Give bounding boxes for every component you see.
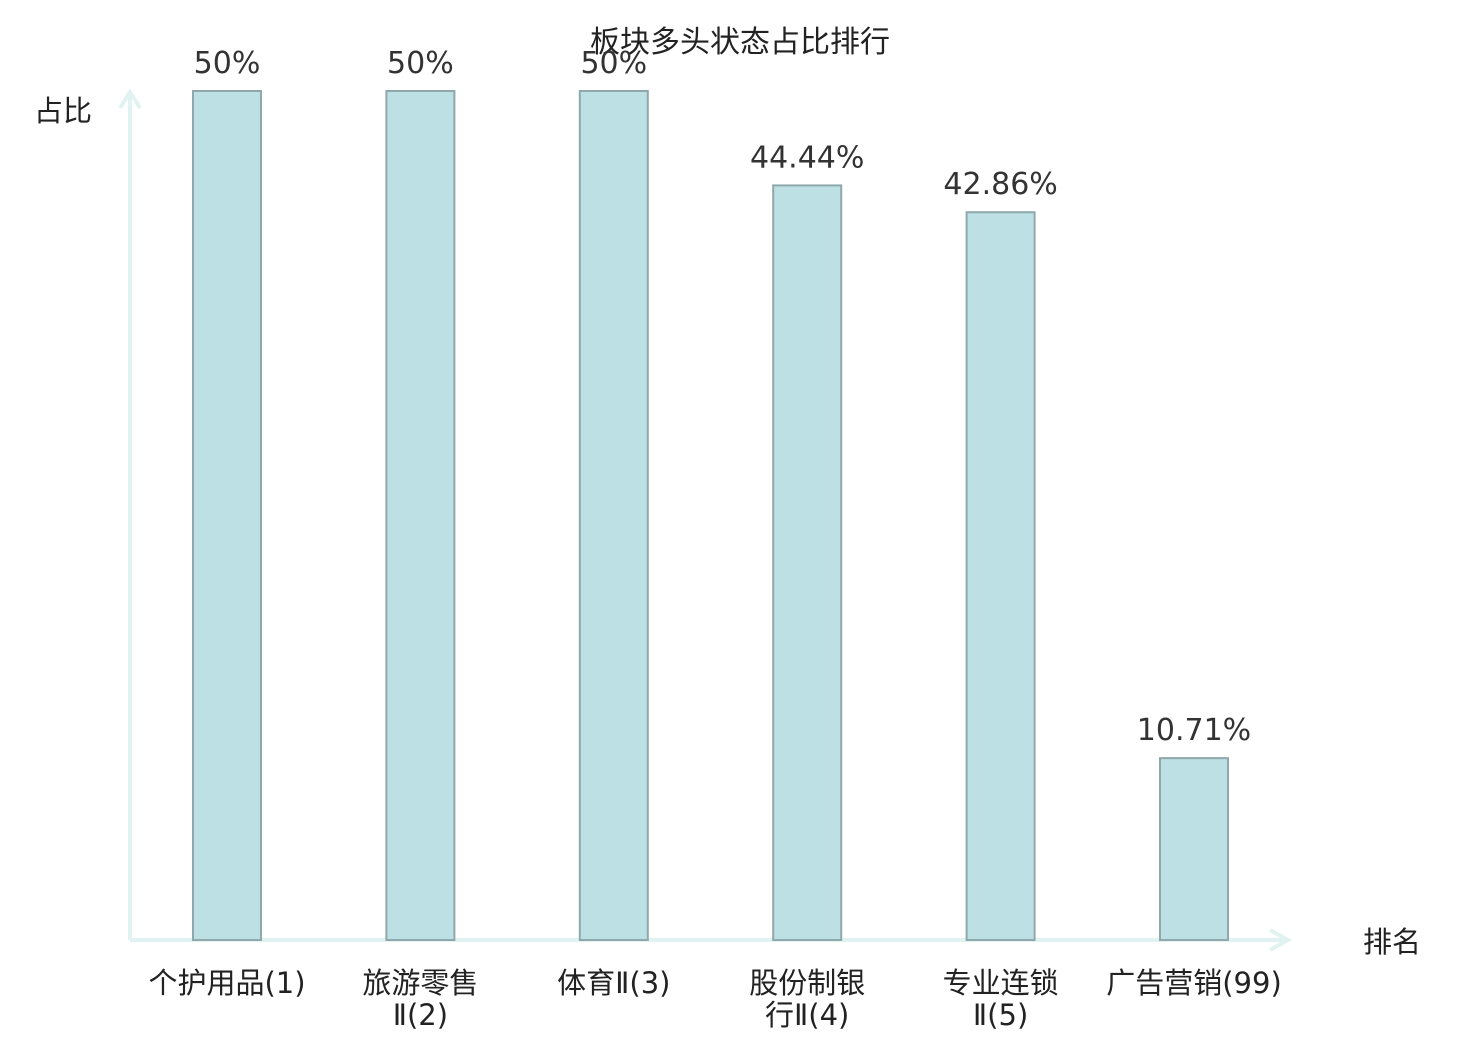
x-tick-label: 广告营销(99) <box>1106 966 1282 1000</box>
bar <box>965 211 1036 942</box>
bar-value-label: 42.86% <box>943 167 1057 202</box>
y-axis-label: 占比 <box>34 94 92 128</box>
x-tick-label: 专业连锁 Ⅱ(5) <box>943 966 1059 1032</box>
x-tick-label: 个护用品(1) <box>148 966 305 1000</box>
x-axis-label: 排名 <box>1363 925 1421 959</box>
bar <box>192 90 262 941</box>
value-labels-group: 50% 50% 50% 44.44% 42.86% 10.71% <box>194 46 1252 748</box>
bar-value-label: 50% <box>387 46 454 81</box>
chart-title: 板块多头状态占比排行 <box>590 25 890 60</box>
bar-value-label: 50% <box>580 46 647 81</box>
bar-value-label: 50% <box>194 46 261 81</box>
bars-group <box>192 90 1229 942</box>
x-tick-label: 体育Ⅱ(3) <box>557 966 670 1000</box>
bar-value-label: 44.44% <box>750 140 864 175</box>
bar <box>578 90 649 941</box>
bar <box>385 90 456 941</box>
x-tick-label: 股份制银行Ⅱ(4) <box>749 966 865 1032</box>
x-tick-label: 旅游零售 Ⅱ(2) <box>362 966 478 1032</box>
bar-value-label: 10.71% <box>1137 713 1251 748</box>
x-axis <box>130 928 1293 952</box>
y-axis <box>118 88 142 940</box>
x-tick-labels-group: 个护用品(1) 旅游零售 Ⅱ(2) 体育Ⅱ(3) 股份制银行Ⅱ(4) 专业连锁 Ⅱ(5) 广告… <box>148 966 1281 1032</box>
bar <box>1159 757 1229 942</box>
bar <box>772 184 843 941</box>
